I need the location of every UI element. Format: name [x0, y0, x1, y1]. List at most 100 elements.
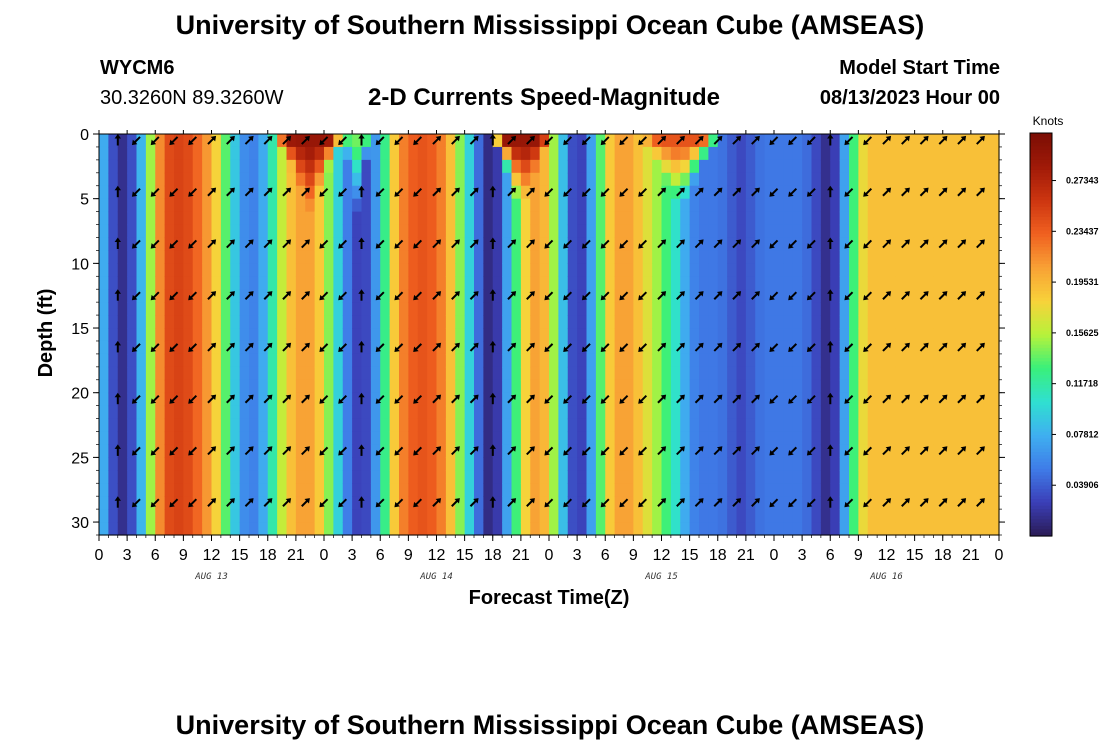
heatmap-cell	[445, 509, 456, 523]
current-arrow	[619, 239, 629, 249]
arrow-head	[413, 450, 419, 456]
heatmap-cell	[174, 431, 184, 446]
heatmap-cell	[370, 302, 381, 316]
heatmap-cell	[427, 302, 438, 316]
current-arrow	[282, 342, 292, 352]
heatmap-cell	[980, 340, 991, 355]
heatmap-cell	[727, 457, 738, 471]
heatmap-cell	[961, 198, 972, 213]
heatmap-cell	[492, 302, 503, 316]
heatmap-cell	[399, 134, 409, 148]
heatmap-cell	[764, 483, 775, 497]
heatmap-cell	[445, 457, 456, 471]
heatmap-cell	[830, 185, 841, 200]
x-tick-label: 15	[906, 547, 924, 564]
arrow-head	[394, 139, 400, 146]
heatmap-cell	[305, 289, 316, 303]
heatmap-cell	[792, 263, 803, 277]
heatmap-cell	[802, 483, 813, 497]
heatmap-cell	[952, 366, 963, 381]
heatmap-cell	[520, 340, 531, 355]
x-tick-label: 15	[681, 547, 699, 564]
heatmap-cell	[858, 470, 869, 484]
current-arrow	[338, 343, 348, 352]
heatmap-cell	[652, 237, 663, 252]
arrow-head	[188, 398, 194, 404]
heatmap-cell	[352, 496, 363, 510]
heatmap-cell	[324, 418, 334, 433]
heatmap-cell	[427, 315, 438, 329]
heatmap-cell	[549, 353, 559, 368]
arrow-head	[169, 450, 175, 456]
heatmap-cell	[933, 444, 944, 458]
heatmap-cell	[642, 328, 653, 342]
current-arrow	[319, 498, 329, 508]
heatmap-cell	[511, 392, 522, 407]
arrow-head	[941, 498, 948, 504]
heatmap-cell	[867, 328, 878, 342]
heatmap-cell	[305, 353, 316, 368]
heatmap-cell	[408, 315, 419, 329]
current-arrow	[169, 239, 179, 249]
arrow-head	[960, 498, 967, 504]
current-arrow	[469, 394, 479, 404]
colorbar-swatch	[1030, 200, 1052, 205]
heatmap-cell	[717, 470, 728, 484]
heatmap-cell	[164, 405, 175, 420]
arrow-head	[266, 394, 273, 401]
heatmap-cell	[905, 392, 916, 407]
heatmap-cell	[764, 418, 775, 433]
current-arrow	[282, 394, 292, 404]
heatmap-cell	[108, 146, 119, 161]
current-arrow	[244, 394, 254, 404]
heatmap-cell	[277, 146, 288, 161]
heatmap-cell	[520, 328, 531, 342]
heatmap-cell	[183, 509, 194, 523]
heatmap-cell	[914, 392, 925, 407]
current-arrow	[732, 187, 742, 197]
heatmap-cell	[333, 418, 344, 433]
heatmap-cell	[230, 263, 241, 277]
heatmap-cell	[558, 302, 569, 316]
arrow-head	[904, 342, 910, 349]
heatmap-cell	[417, 134, 428, 148]
heatmap-cell	[324, 211, 334, 226]
arrow-head	[638, 450, 644, 456]
heatmap-cell	[736, 496, 747, 510]
current-arrow	[207, 342, 217, 352]
arrow-head	[319, 346, 325, 352]
arrow-head	[338, 294, 344, 301]
heatmap-cell	[877, 159, 888, 174]
heatmap-cell	[942, 185, 953, 200]
heatmap-cell	[127, 315, 138, 329]
heatmap-cell	[174, 276, 184, 290]
heatmap-cell	[989, 522, 1000, 536]
heatmap-cell	[361, 379, 372, 394]
current-arrow	[919, 498, 929, 507]
heatmap-cell	[708, 392, 719, 407]
heatmap-cell	[980, 418, 991, 433]
heatmap-cell	[727, 509, 738, 523]
colorbar-swatch	[1030, 270, 1052, 275]
heatmap-cell	[605, 263, 616, 277]
arrow-head	[114, 340, 121, 346]
heatmap-cell	[220, 431, 231, 446]
colorbar-swatch	[1030, 358, 1052, 362]
arrow-head	[210, 291, 217, 297]
heatmap-cell	[886, 522, 897, 536]
heatmap-cell	[811, 198, 822, 213]
heatmap-cell	[483, 353, 494, 368]
heatmap-cell	[174, 146, 184, 161]
heatmap-cell	[164, 250, 175, 264]
colorbar-swatch	[1030, 327, 1052, 332]
heatmap-cell	[699, 366, 709, 381]
heatmap-cell	[577, 353, 588, 368]
colorbar-swatch	[1030, 183, 1052, 188]
colorbar-swatch	[1030, 519, 1052, 524]
heatmap-cell	[492, 250, 503, 264]
heatmap-cell	[117, 431, 128, 446]
arrow-head	[188, 294, 194, 301]
heatmap-cell	[755, 470, 766, 484]
heatmap-cell	[970, 224, 981, 239]
heatmap-cell	[839, 522, 850, 536]
